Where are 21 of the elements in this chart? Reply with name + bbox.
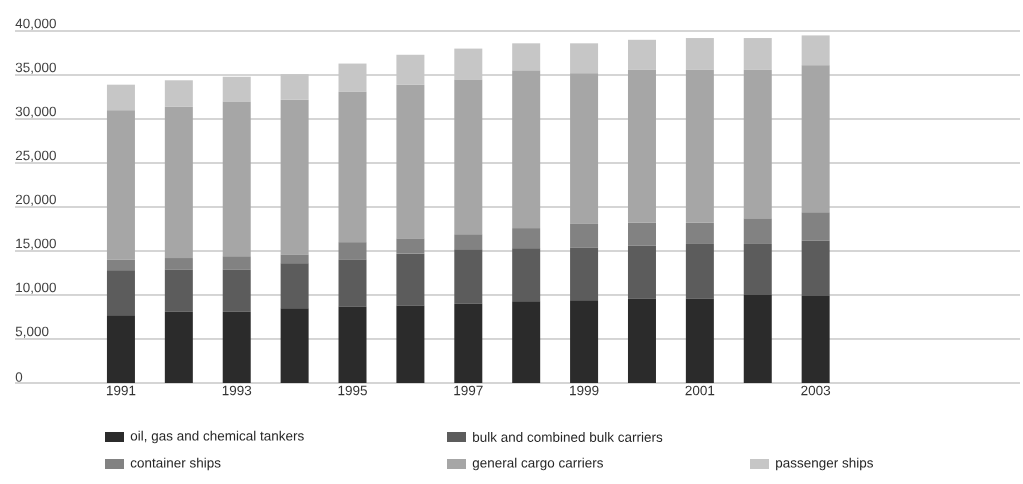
y-tick-label: 0	[15, 372, 23, 382]
x-tick-label: 2003	[801, 385, 831, 396]
x-tick-label: 1995	[338, 385, 367, 396]
y-tick-label: 20,000	[15, 194, 56, 206]
x-tick-label: 2001	[685, 385, 715, 396]
y-tick-label: 25,000	[15, 150, 56, 162]
legend-label: passenger ships	[776, 457, 873, 471]
x-tick-label: 1991	[106, 385, 136, 396]
y-tick-label: 30,000	[15, 106, 56, 118]
legend-label: general cargo carriers	[472, 457, 603, 471]
x-tick-label: 1999	[570, 385, 599, 396]
legend-label: oil, gas and chemical tankers	[130, 430, 304, 444]
y-tick-label: 10,000	[16, 282, 56, 294]
x-tick-label: 1997	[454, 385, 483, 396]
y-tick-label: 5,000	[15, 326, 49, 338]
y-tick-label: 35,000	[15, 62, 56, 74]
x-tick-label: 1993	[222, 385, 252, 396]
legend-label: container ships	[130, 457, 221, 471]
legend-label: bulk and combined bulk carriers	[473, 432, 663, 442]
y-tick-label: 40,000	[15, 18, 56, 30]
y-tick-label: 15,000	[16, 238, 56, 250]
